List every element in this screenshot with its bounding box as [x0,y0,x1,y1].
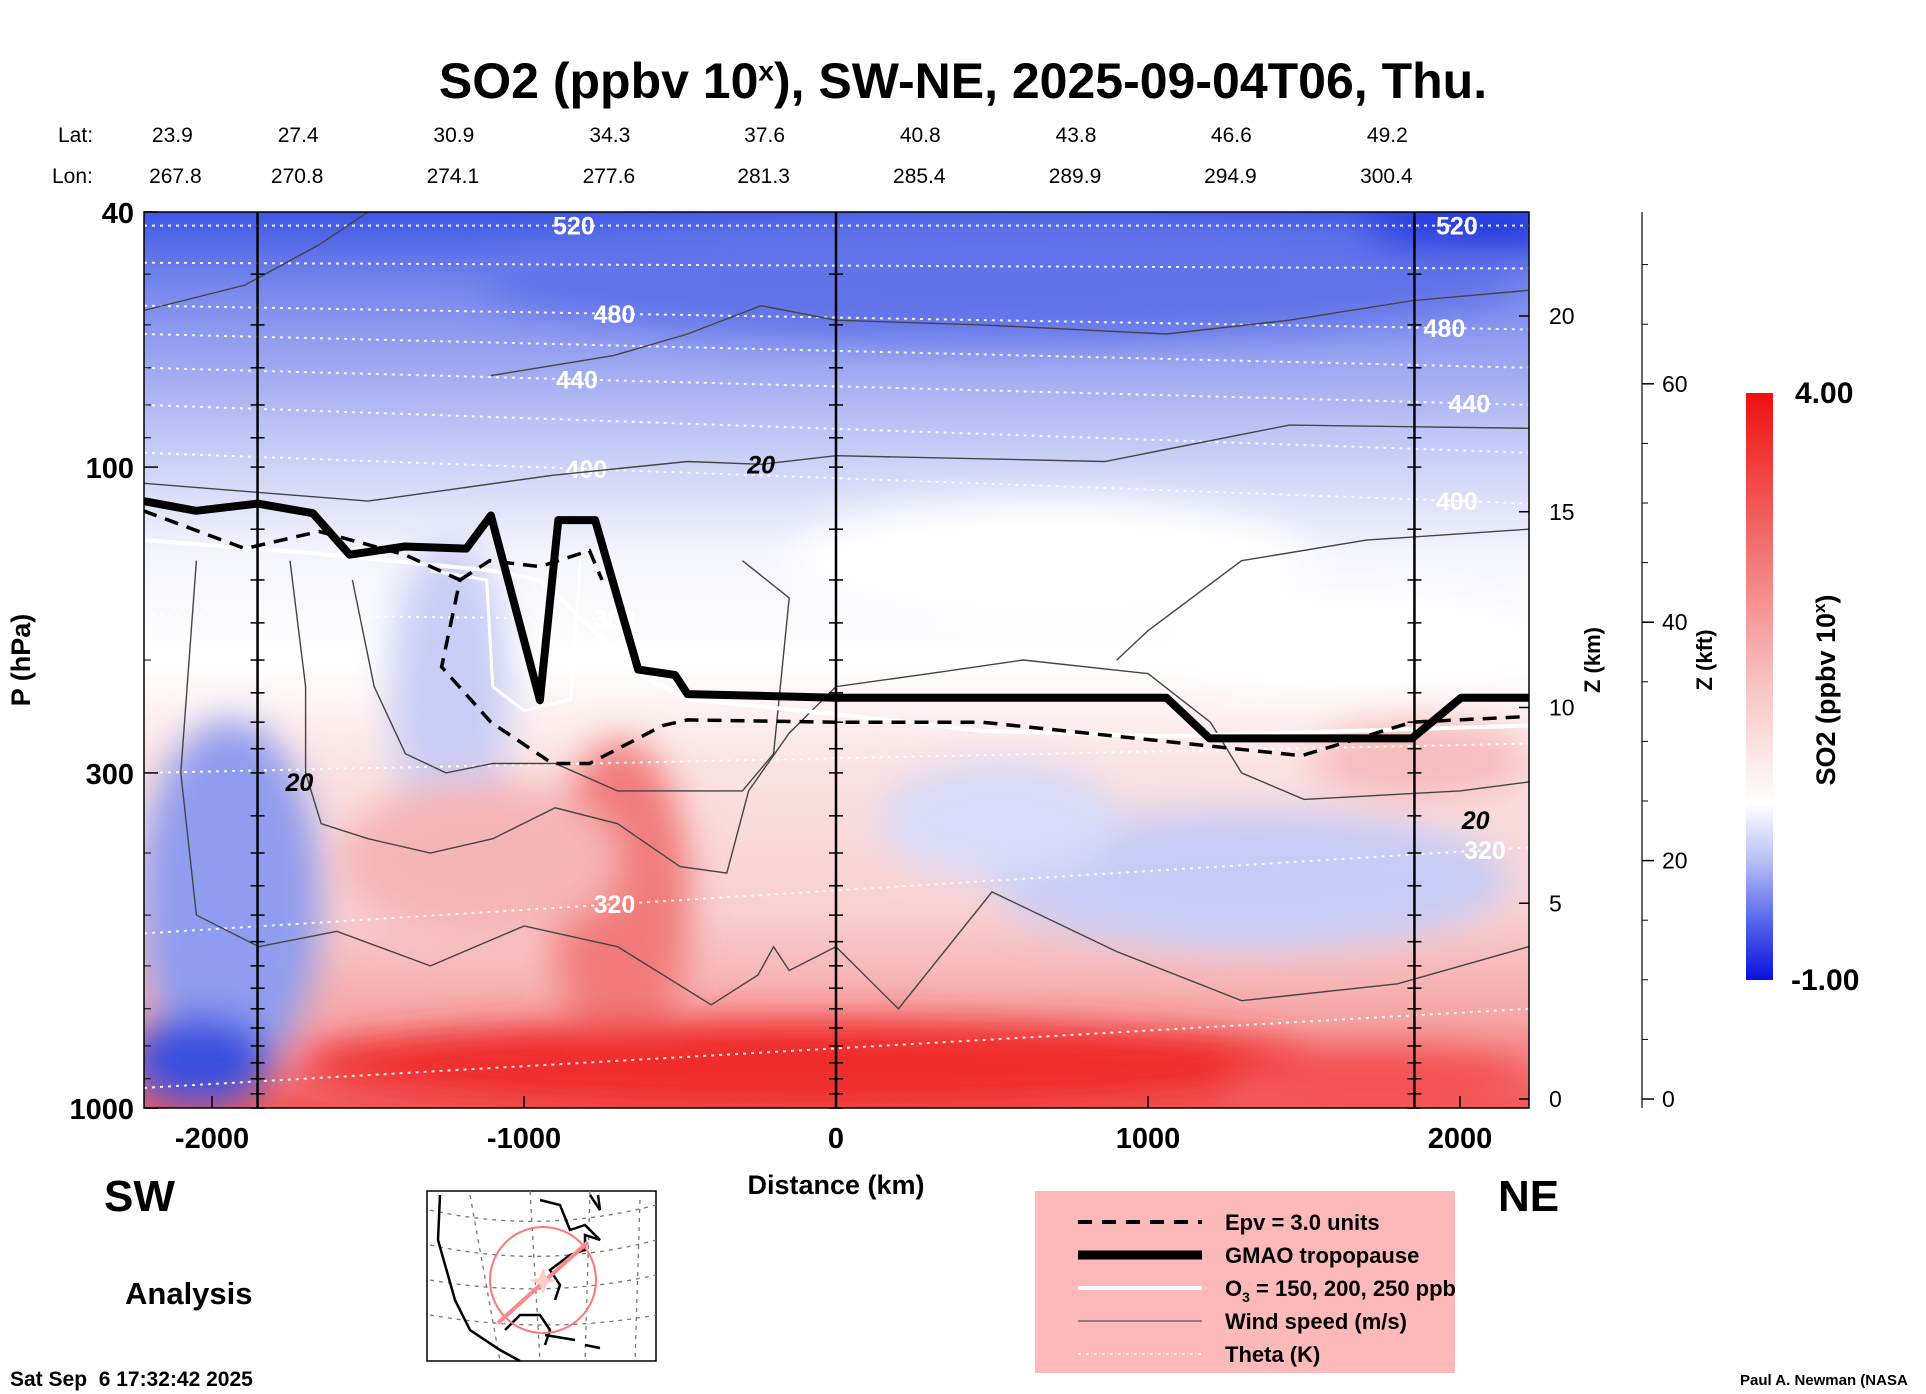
lat-value: 34.3 [589,124,631,147]
zkm-tick-label: 10 [1549,695,1575,721]
x-tick-label: 1000 [1116,1123,1181,1155]
theta-label: 520 [553,213,595,241]
lon-label: Lon: [52,165,93,188]
wind-speed-contour [144,212,369,312]
y-axis-label: P (hPa) [6,614,36,707]
colorbar-label: SO2 (ppbv 10x) [1810,594,1841,785]
theta-line [144,333,1529,369]
zkm-tick-label: 0 [1549,1086,1562,1112]
lat-value: 27.4 [277,124,319,147]
legend-label: GMAO tropopause [1225,1243,1419,1268]
lat-value: 23.9 [151,124,193,147]
lon-value: 277.6 [582,165,636,188]
legend-label: O3 = 150, 200, 250 ppb [1225,1276,1456,1305]
lat-value: 49.2 [1366,124,1408,147]
colorbar [1746,393,1773,980]
legend-label: Epv = 3.0 units [1225,1210,1380,1235]
x-tick-label: 2000 [1428,1123,1493,1155]
location-map-inset [426,1190,657,1363]
x-tick-label: -2000 [175,1123,249,1155]
theta-label: 320 [594,891,636,919]
theta-line [144,261,1529,270]
zkft-axis-label: Z (kft) [1692,629,1717,690]
lat-value: 40.8 [899,124,941,147]
lon-value: 300.4 [1360,165,1413,188]
title-main: SO2 (ppbv 10 [438,53,759,109]
theta-label: 480 [594,301,636,329]
tropopause-line [144,497,1529,743]
lon-value: 274.1 [426,165,480,188]
theta-line [144,403,1529,454]
wind-speed-contour [1116,528,1529,661]
wind-speed-contour [144,424,1529,502]
zkm-tick-label: 15 [1549,499,1575,525]
title-rest: ), SW-NE, 2025-09-04T06, Thu. [774,53,1488,109]
y-tick-label: 300 [86,759,134,791]
lon-value: 270.8 [270,165,324,188]
theta-label: 440 [1449,390,1491,418]
title-sup: x [758,55,774,87]
y-tick-label: 1000 [69,1094,134,1126]
theta-line [144,742,1529,774]
y-tick-label: 40 [102,198,134,230]
tropopause-epv-o3-lines [144,497,1529,766]
sw-label: SW [104,1172,175,1221]
vertical-reference-lines [250,212,1422,1109]
wind-label: 20 [746,451,775,479]
lon-value: 267.8 [149,165,202,188]
zkft-tick-label: 60 [1662,371,1688,397]
zkft-tick-label: 20 [1662,848,1688,874]
chart-title: SO2 (ppbv 10x), SW-NE, 2025-09-04T06, Th… [0,52,1926,110]
theta-label: 480 [1424,315,1466,343]
ne-label: NE [1498,1172,1560,1221]
legend-label: Wind speed (m/s) [1225,1309,1407,1334]
theta-line [144,304,1529,331]
analysis-label: Analysis [125,1276,253,1311]
theta-label: 440 [556,366,598,394]
lon-value: 289.9 [1048,165,1102,188]
wind-speed-contour [351,560,790,792]
theta-line [144,451,1529,505]
lat-label: Lat: [58,124,94,147]
y-tick-label: 100 [86,453,134,485]
lon-value: 285.4 [893,165,946,188]
wind-speed-contour [490,289,1529,377]
zkm-axis-label: Z (km) [1580,627,1605,693]
x-axis-label: Distance (km) [747,1170,924,1200]
lon-value: 294.9 [1204,165,1257,188]
x-tick-label: 0 [828,1123,844,1155]
zkm-tick-label: 20 [1549,303,1575,329]
lat-value: 37.6 [744,124,786,147]
theta-label: 520 [1436,213,1478,241]
axes: -2000 -1000 0 1000 2000 40 100 300 1000 0 5 10 15 20 0… [69,198,1687,1155]
lat-value: 46.6 [1210,124,1252,147]
zkft-tick-label: 0 [1662,1086,1675,1112]
zkm-tick-label: 5 [1549,890,1562,916]
zkft-tick-label: 40 [1662,609,1688,635]
legend-label: Theta (K) [1225,1342,1320,1367]
theta-label: 320 [1464,837,1506,865]
x-tick-label: -1000 [487,1123,561,1155]
epv-line-branch [459,548,604,582]
theta-line [144,613,1529,628]
wind-label: 20 [284,769,313,797]
credit: Paul A. Newman (NASA [1740,1372,1908,1389]
lat-value: 30.9 [433,124,475,147]
timestamp: Sat Sep 6 17:32:42 2025 [10,1368,253,1391]
colorbar-min: -1.00 [1791,964,1859,997]
theta-line [144,366,1529,406]
theta-label: 400 [1436,488,1478,516]
lat-value: 43.8 [1055,124,1097,147]
colorbar-max: 4.00 [1795,377,1853,410]
wind-label: 20 [1461,807,1490,835]
o3-contour-branch [430,560,582,713]
lon-value: 281.3 [737,165,790,188]
legend: Epv = 3.0 units GMAO tropopause O3 = 150, … [1035,1191,1456,1373]
